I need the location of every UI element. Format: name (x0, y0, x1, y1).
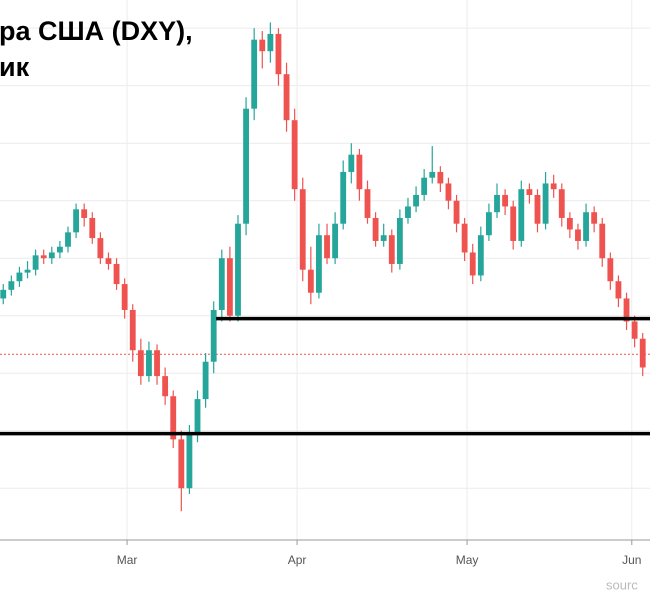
candle-body (56, 246, 63, 253)
candle-body (8, 281, 15, 290)
candle-body (146, 350, 152, 377)
candle-body (186, 433, 193, 489)
candle-body (502, 194, 509, 207)
candle-body (89, 217, 96, 239)
candle-body (170, 396, 177, 440)
candle-body (202, 361, 209, 400)
candle-body (267, 33, 274, 52)
candle-body (178, 439, 185, 489)
candle-body (477, 235, 484, 276)
candle-body (437, 171, 444, 184)
x-tick-label: May (456, 553, 479, 567)
candle-body (0, 289, 7, 299)
candle-body (526, 189, 533, 195)
candle-body (388, 235, 395, 264)
candle-body (469, 252, 476, 276)
candle-body (631, 321, 638, 339)
candle-body (24, 269, 31, 273)
candle-body (121, 284, 128, 310)
candle-body (615, 281, 622, 299)
candle-body (486, 212, 492, 236)
candle-body (348, 154, 355, 172)
candle-body (558, 189, 565, 218)
candle-body (396, 217, 403, 264)
candle-body (494, 194, 500, 213)
candle-body (542, 183, 549, 224)
candle-body (429, 171, 436, 178)
candle-body (453, 200, 460, 224)
candle-body (97, 238, 104, 259)
candle-body (243, 108, 249, 224)
candle-body (445, 183, 452, 201)
candle-body (639, 338, 646, 368)
candle-body (48, 252, 55, 259)
candle-body (413, 194, 419, 207)
candle-body (291, 120, 298, 190)
candle-body (307, 269, 314, 293)
candle-body (283, 74, 290, 121)
chart-title: ра США (DXY), (0, 16, 193, 46)
x-tick-label: Mar (117, 553, 138, 567)
candle-body (599, 223, 606, 259)
candle-body (380, 235, 387, 241)
candle-body (340, 171, 347, 224)
candle-body (210, 309, 217, 362)
candle-body (575, 229, 581, 241)
candle-body (324, 235, 330, 259)
candle-body (162, 376, 169, 397)
candle-body (235, 223, 241, 316)
candle-body (591, 212, 598, 224)
candle-body (566, 217, 573, 230)
candle-body (461, 223, 468, 253)
candle-body (299, 189, 306, 270)
candle-body (105, 258, 112, 264)
chart-subtitle: ик (0, 52, 30, 82)
candle-body (372, 217, 379, 241)
candle-body (32, 255, 39, 270)
source: sourc (606, 577, 638, 592)
candle-body (81, 209, 88, 218)
candle-body (259, 39, 266, 52)
candle-body (251, 39, 258, 109)
candle-body (218, 258, 225, 310)
candle-body (421, 177, 428, 195)
candle-body (510, 206, 517, 241)
candle-body (16, 272, 23, 282)
candle-body (356, 154, 363, 190)
candle-body (194, 399, 201, 434)
candle-body (73, 209, 80, 233)
candle-body (623, 298, 630, 322)
candle-body (40, 255, 47, 259)
candle-body (65, 232, 71, 247)
x-tick-label: Apr (288, 553, 307, 567)
candle-body (154, 350, 160, 377)
plot: Mar Apr May Jun (0, 0, 650, 567)
candle-body (275, 33, 282, 75)
candle-body (518, 189, 525, 241)
candle-body (550, 183, 557, 190)
x-tick-label: Jun (622, 553, 641, 567)
candle-body (405, 206, 411, 218)
candle-body (607, 258, 614, 282)
candle-body (226, 258, 233, 316)
candle-body (129, 309, 136, 351)
candle-body (534, 194, 541, 224)
candle-body (332, 223, 339, 259)
candle-body (137, 350, 144, 377)
candle-body (583, 212, 589, 241)
candle-body (364, 189, 371, 218)
candle-body (113, 263, 120, 285)
candle-body (316, 235, 322, 293)
